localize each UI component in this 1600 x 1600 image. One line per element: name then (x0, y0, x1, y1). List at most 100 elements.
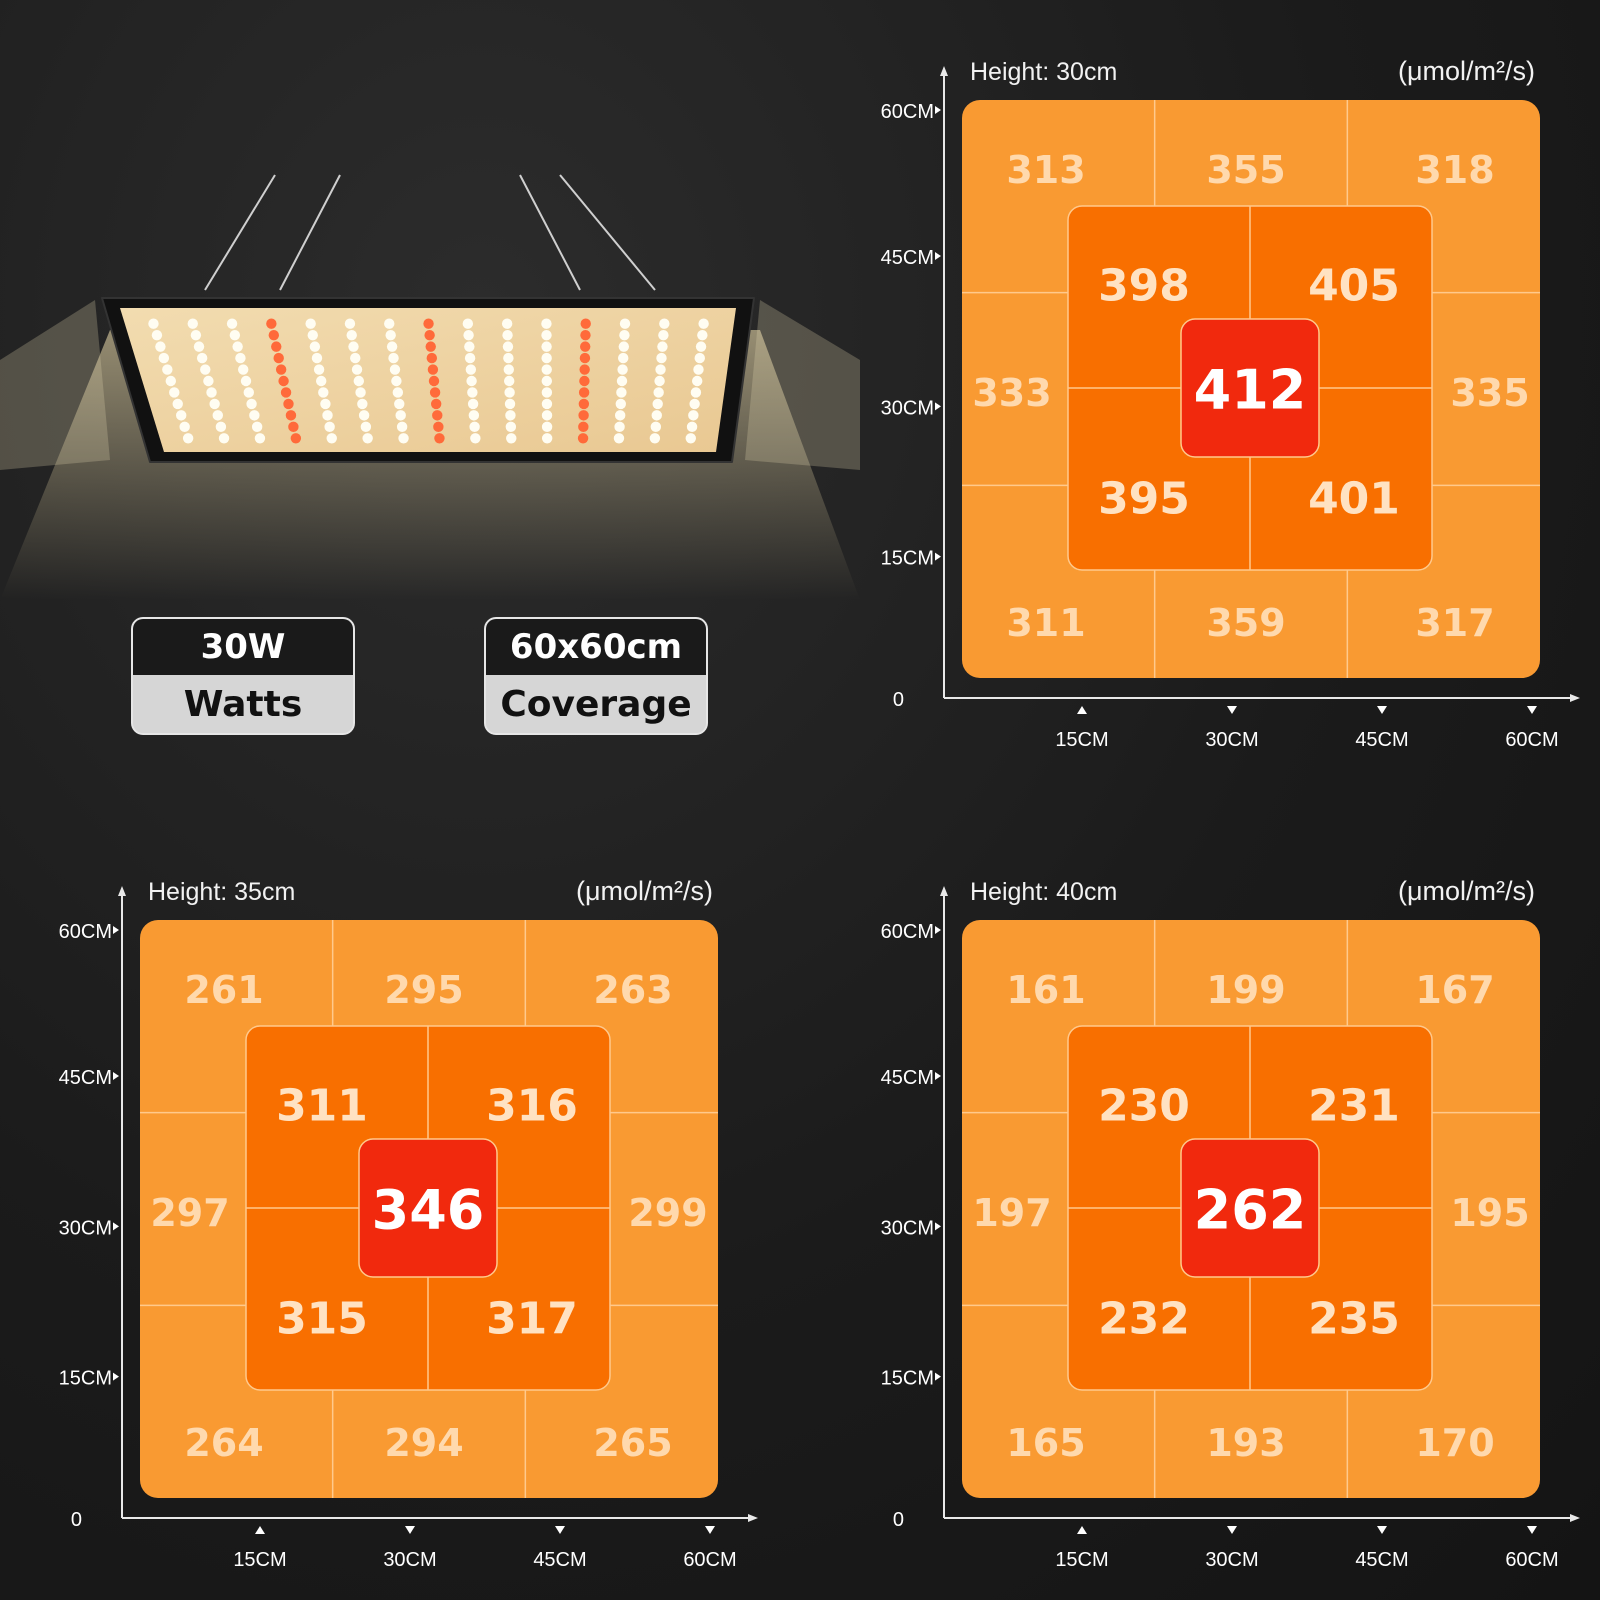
led (466, 375, 477, 387)
inner-value: 232 (1098, 1294, 1190, 1345)
x-tick-label: 60CM (1505, 729, 1558, 751)
led (506, 433, 517, 444)
y-tick-label: 30CM (881, 397, 934, 419)
center-value: 262 (1194, 1179, 1307, 1242)
led (429, 387, 441, 398)
y-tick-marker (935, 106, 941, 114)
led (266, 318, 277, 329)
led (243, 387, 254, 398)
inner-value: 311 (276, 1081, 368, 1132)
led (578, 421, 589, 433)
y-tick-marker (935, 252, 941, 261)
inner-value: 315 (276, 1294, 368, 1345)
y-tick-label: 15CM (881, 548, 934, 570)
led (353, 375, 364, 387)
led (360, 421, 372, 433)
x-tick-marker (1227, 706, 1237, 714)
led (578, 410, 589, 421)
led (617, 364, 628, 375)
outer-right-value: 299 (628, 1191, 707, 1235)
y-tick-marker (935, 1372, 941, 1381)
led (652, 398, 663, 410)
led (389, 364, 401, 375)
led (579, 352, 591, 364)
center-value: 412 (1194, 359, 1307, 422)
led (470, 433, 481, 444)
led (251, 421, 263, 433)
led (283, 398, 294, 410)
led (504, 398, 516, 410)
x-tick-label: 60CM (683, 1549, 736, 1571)
led (358, 410, 370, 421)
led (278, 375, 289, 387)
y-tick-marker (935, 402, 941, 411)
led (618, 341, 630, 352)
led (614, 421, 625, 433)
led (578, 398, 590, 410)
outer-bottom-value: 165 (1006, 1421, 1085, 1465)
y-tick-label: 30CM (59, 1217, 112, 1239)
led (541, 329, 552, 341)
led (424, 329, 435, 341)
led (659, 318, 670, 329)
led (657, 341, 668, 352)
outer-bottom-value: 264 (184, 1421, 263, 1465)
led (182, 433, 194, 444)
outer-bottom-value: 170 (1415, 1421, 1494, 1465)
center-zone (1180, 1138, 1320, 1278)
inner-value: 230 (1098, 1081, 1190, 1132)
outer-right-value: 195 (1450, 1191, 1529, 1235)
y-tick-label: 0 (893, 689, 904, 711)
y-tick-label: 0 (893, 1509, 904, 1531)
led (578, 387, 590, 398)
led (465, 364, 477, 375)
led (685, 433, 696, 444)
outer-bottom-value: 193 (1206, 1421, 1285, 1465)
led (268, 329, 280, 341)
y-tick-label: 45CM (59, 1067, 112, 1089)
led (346, 329, 357, 341)
led (502, 329, 513, 341)
outer-top-value: 261 (184, 968, 263, 1012)
led (653, 387, 664, 398)
y-tick-label: 30CM (881, 1217, 934, 1239)
outer-left-value: 333 (972, 371, 1051, 415)
outer-top-value: 313 (1006, 148, 1085, 192)
y-tick-marker (113, 926, 119, 934)
led (580, 318, 591, 329)
led (503, 364, 514, 375)
led (616, 387, 627, 398)
led (249, 410, 260, 421)
led (351, 364, 363, 375)
x-tick-label: 30CM (1205, 1549, 1258, 1571)
led (577, 433, 589, 444)
inner-value: 405 (1308, 261, 1400, 312)
led (655, 364, 666, 375)
inner-value: 395 (1098, 474, 1190, 525)
chart-unit: (μmol/m²/s) (1398, 56, 1535, 86)
led (357, 398, 368, 410)
x-axis-arrow (748, 1514, 758, 1522)
led (580, 329, 591, 341)
x-tick-marker (1077, 706, 1087, 714)
led (280, 387, 292, 398)
coverage-label: Coverage (486, 675, 706, 733)
y-tick-label: 15CM (881, 1368, 934, 1390)
y-tick-label: 45CM (881, 247, 934, 269)
y-tick-label: 0 (71, 1509, 82, 1531)
led (307, 329, 318, 341)
outer-bottom-value: 359 (1206, 601, 1285, 645)
x-tick-marker (1527, 1526, 1537, 1534)
led (388, 352, 399, 364)
outer-right-value: 335 (1450, 371, 1529, 415)
x-tick-label: 15CM (233, 1549, 286, 1571)
x-tick-label: 30CM (383, 1549, 436, 1571)
led (432, 410, 443, 421)
led (467, 398, 479, 410)
led (686, 421, 698, 433)
led (395, 410, 406, 421)
led (427, 364, 439, 375)
led (651, 410, 662, 421)
chart-unit: (μmol/m²/s) (576, 876, 713, 906)
coverage-value: 60x60cm (486, 619, 706, 675)
